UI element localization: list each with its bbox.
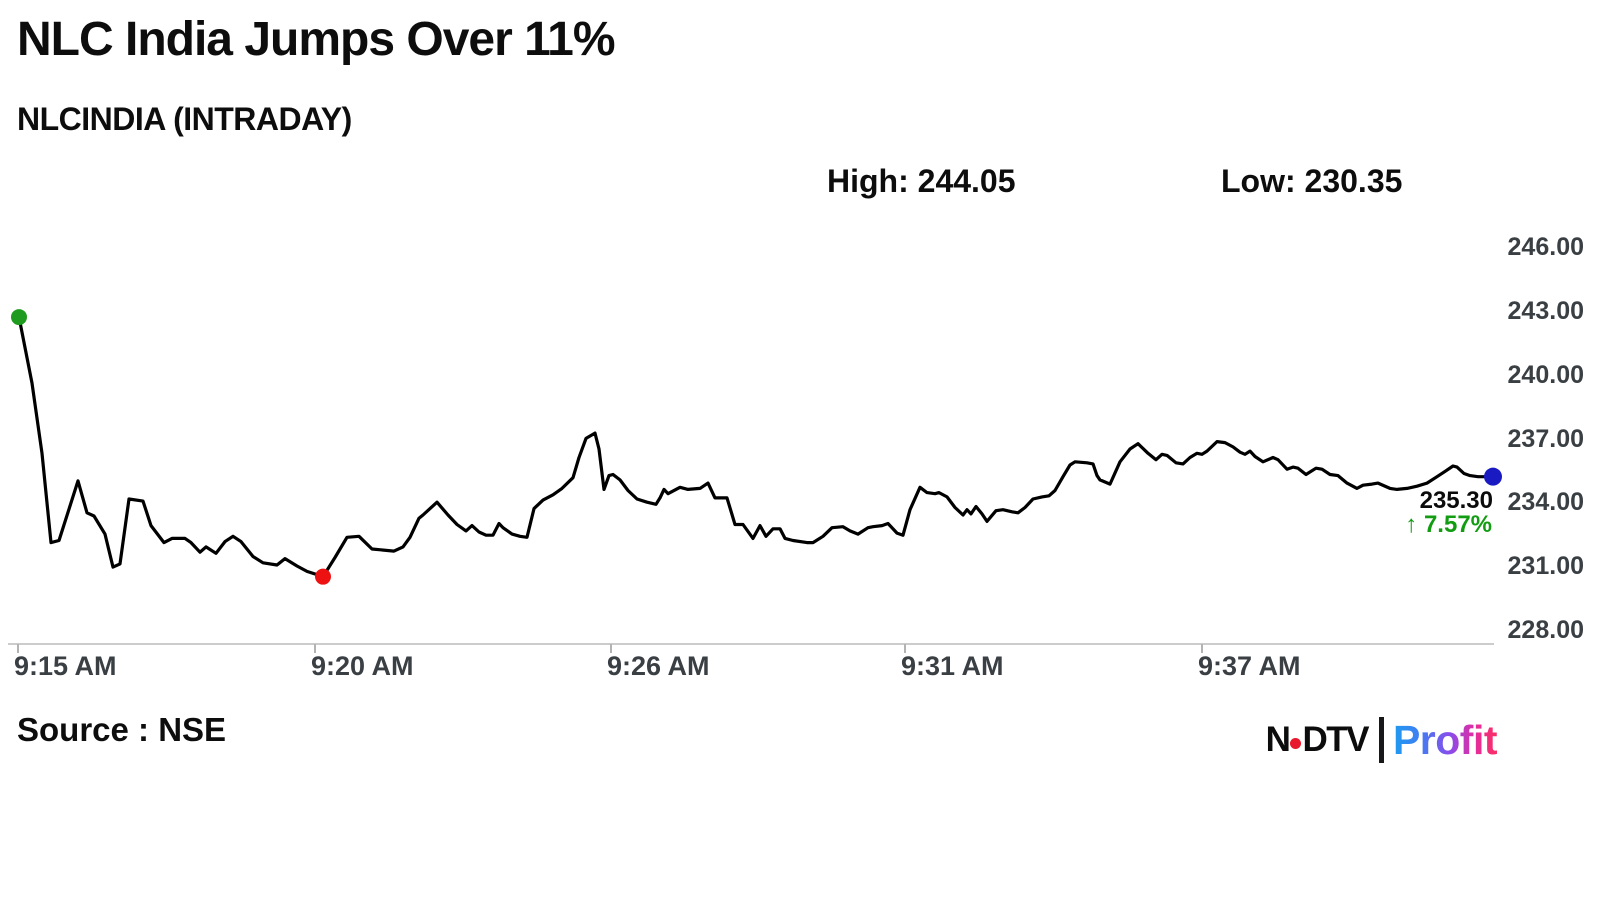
x-axis-label: 9:15 AM [14, 651, 117, 681]
x-axis-label: 9:26 AM [607, 651, 710, 681]
low-marker [315, 568, 331, 585]
profit-logo-text: Profit [1392, 716, 1498, 763]
logo-divider [1378, 717, 1384, 763]
price-line [17, 315, 1495, 579]
y-axis-label: 231.00 [1507, 552, 1584, 581]
page-title: NLC India Jumps Over 11% [17, 13, 616, 66]
y-axis-label: 240.00 [1507, 360, 1584, 389]
x-axis-label: 9:37 AM [1198, 651, 1301, 681]
source-label: Source : NSE [17, 711, 227, 748]
y-axis-label: 228.00 [1507, 616, 1584, 644]
ndtv-logo-text: N DTV [1265, 720, 1370, 759]
y-axis-label: 243.00 [1507, 296, 1584, 325]
chart-title: NLCINDIA (INTRADAY) [17, 101, 352, 137]
last-price-label: 235.30 [1419, 487, 1493, 514]
y-axis-label: 246.00 [1507, 233, 1584, 261]
ndtv-profit-logo: N DTV Profit [1265, 714, 1498, 766]
x-axis-label: 9:20 AM [311, 651, 414, 681]
x-axis-label: 9:31 AM [901, 651, 1004, 681]
change-percent-label: ↑ 7.57% [1405, 511, 1492, 538]
y-axis-label: 237.00 [1507, 424, 1584, 453]
high-value-label: High: 244.05 [827, 163, 1016, 199]
y-axis-label: 234.00 [1507, 488, 1584, 517]
low-value-label: Low: 230.35 [1221, 163, 1403, 199]
last-marker [1484, 467, 1502, 486]
open-marker [11, 309, 27, 326]
ndtv-red-dot-icon [1290, 737, 1302, 749]
